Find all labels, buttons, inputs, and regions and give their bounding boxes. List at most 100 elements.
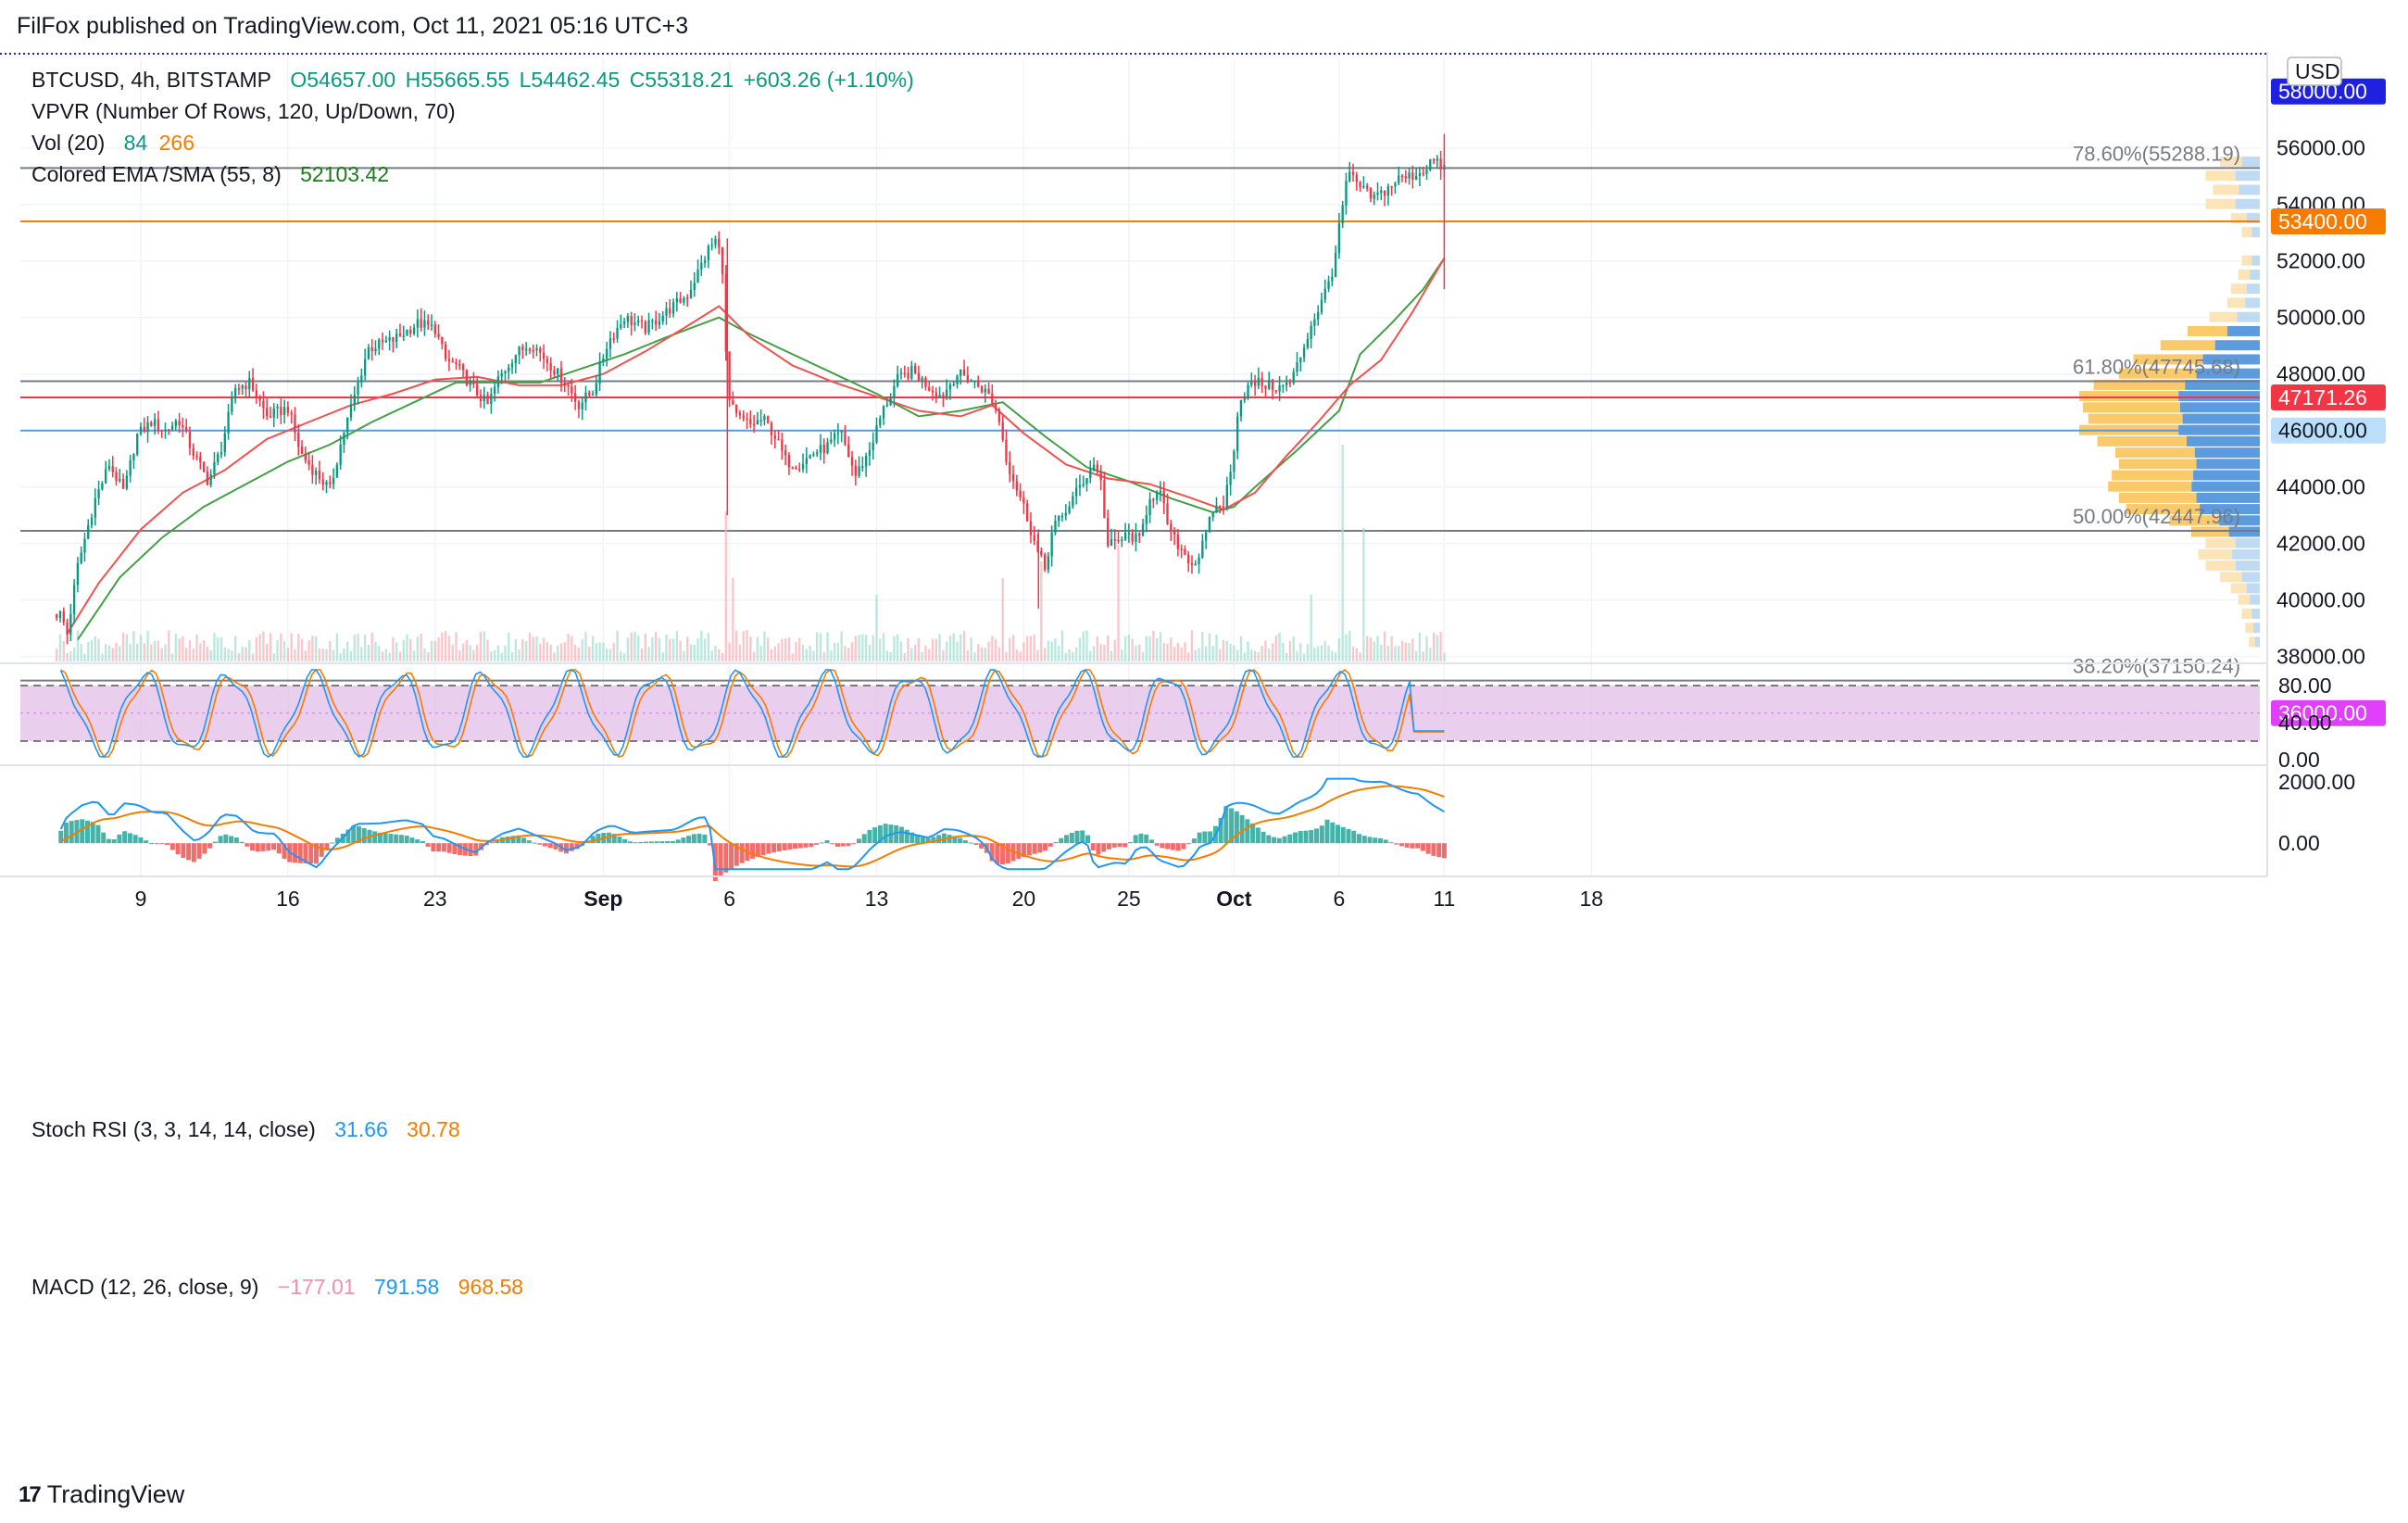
candle-body (826, 442, 829, 453)
macd-hist-bar (809, 843, 814, 848)
macd-hist-bar (1377, 837, 1383, 844)
vpvr-row-up (2246, 583, 2260, 594)
vpvr-row-up (2235, 537, 2260, 548)
volume-bar (97, 638, 100, 661)
volume-bar (798, 637, 801, 661)
volume-bar (1054, 638, 1057, 661)
candle-body (1239, 399, 1243, 417)
volume-bar (1135, 645, 1137, 661)
volume-bar (1148, 636, 1151, 661)
candle-body (1383, 190, 1386, 196)
volume-bar (791, 653, 794, 661)
macd-hist-bar (361, 827, 367, 844)
vpvr-row-up (2196, 459, 2260, 470)
volume-bar (1317, 646, 1320, 661)
legend-stoch-k: 31.66 (334, 1117, 388, 1141)
macd-hist-bar (1336, 824, 1341, 844)
macd-hist-bar (1064, 835, 1070, 844)
legend-ema-value: 52103.42 (300, 162, 390, 186)
macd-hist-bar (1356, 834, 1361, 844)
volume-bar (801, 644, 805, 661)
chart-canvas[interactable]: 78.60%(55288.19) 61.80%(47745.68) 50.00%(4… (0, 52, 2408, 1464)
legend-vol-a: 84 (123, 131, 148, 155)
macd-hist-bar (95, 824, 101, 844)
chart-frame[interactable]: 78.60%(55288.19) 61.80%(47745.68) 50.00%(4… (0, 52, 2408, 1464)
volume-bar (616, 630, 619, 661)
candle-body (822, 445, 825, 453)
candle-body (630, 316, 633, 325)
candle-body (840, 431, 843, 434)
volume-bar (255, 637, 258, 661)
vpvr-row-up (2250, 269, 2260, 280)
candle-body (752, 423, 756, 426)
macd-hist-bar (473, 843, 479, 856)
volume-bar (563, 642, 566, 661)
currency-label: USD (2295, 59, 2340, 83)
macd-hist-bar (1148, 839, 1154, 844)
stoch-rsi-pane (0, 662, 2267, 766)
macd-hist-bar (644, 841, 649, 844)
macd-hist-bar (308, 843, 314, 864)
vpvr-row-up (2241, 156, 2260, 167)
volume-bar (1074, 647, 1078, 661)
volume-bar (977, 644, 980, 661)
volume-bar (1131, 638, 1134, 661)
candle-body (139, 426, 143, 434)
vpvr-row-down (2238, 269, 2251, 280)
macd-hist-bar (69, 821, 74, 844)
candle-body (1064, 512, 1067, 516)
candle-body (1411, 172, 1414, 180)
vpvr-row-up (2196, 368, 2260, 379)
candle-body (1155, 493, 1159, 500)
volume-bar (1121, 648, 1123, 661)
candle-body (703, 259, 707, 263)
volume-bar (1015, 649, 1019, 661)
candle-body (444, 344, 447, 359)
volume-bar (710, 650, 713, 661)
macd-hist-bar (1441, 843, 1447, 859)
volume-bars (56, 445, 1446, 661)
candle-body (777, 438, 780, 441)
candle-body (357, 382, 359, 396)
volume-bar (1400, 640, 1404, 661)
volume-bar (157, 640, 160, 661)
volume-bar (1369, 637, 1373, 661)
vpvr-row-up (2241, 572, 2260, 583)
volume-bar (1155, 637, 1159, 661)
volume-bar (633, 631, 636, 661)
volume-bar (595, 643, 598, 661)
level-label-fib-50: 50.00%(42447.96) (2073, 505, 2240, 528)
volume-bar (427, 652, 430, 661)
volume-bar (889, 651, 892, 661)
candle-body (805, 458, 809, 464)
macd-hist-bar (537, 843, 543, 845)
volume-bar (591, 636, 595, 661)
macd-hist-bar (431, 843, 436, 852)
candle-body (367, 346, 370, 359)
macd-hist-bar (175, 843, 181, 855)
volume-bar (535, 636, 538, 661)
macd-hist-bar (377, 832, 383, 844)
volume-bar (1176, 643, 1180, 661)
macd-hist-bar (760, 843, 766, 856)
macd-hist-bar (766, 843, 771, 854)
macd-hist-bar (1266, 835, 1272, 844)
candle-body (644, 321, 646, 334)
macd-hist-bar (622, 838, 628, 844)
price-marker-label: 47171.26 (2278, 385, 2367, 409)
candle-body (770, 422, 773, 435)
volume-bar (461, 643, 465, 661)
macd-hist-bar (734, 843, 739, 866)
candle-body (959, 369, 962, 376)
macd-hist-bar (90, 822, 95, 844)
candle-body (182, 425, 184, 428)
candle-body (700, 262, 703, 270)
volume-bar (606, 648, 608, 661)
volume-bar (451, 644, 454, 661)
macd-hist-bar (122, 831, 128, 844)
volume-bar (1306, 644, 1310, 661)
candle-body (595, 383, 598, 395)
macd-hist-bar (1138, 833, 1144, 844)
tradingview-footer[interactable]: 17 TradingView (19, 1480, 184, 1509)
price-tick-label: 40000.00 (2276, 588, 2365, 612)
